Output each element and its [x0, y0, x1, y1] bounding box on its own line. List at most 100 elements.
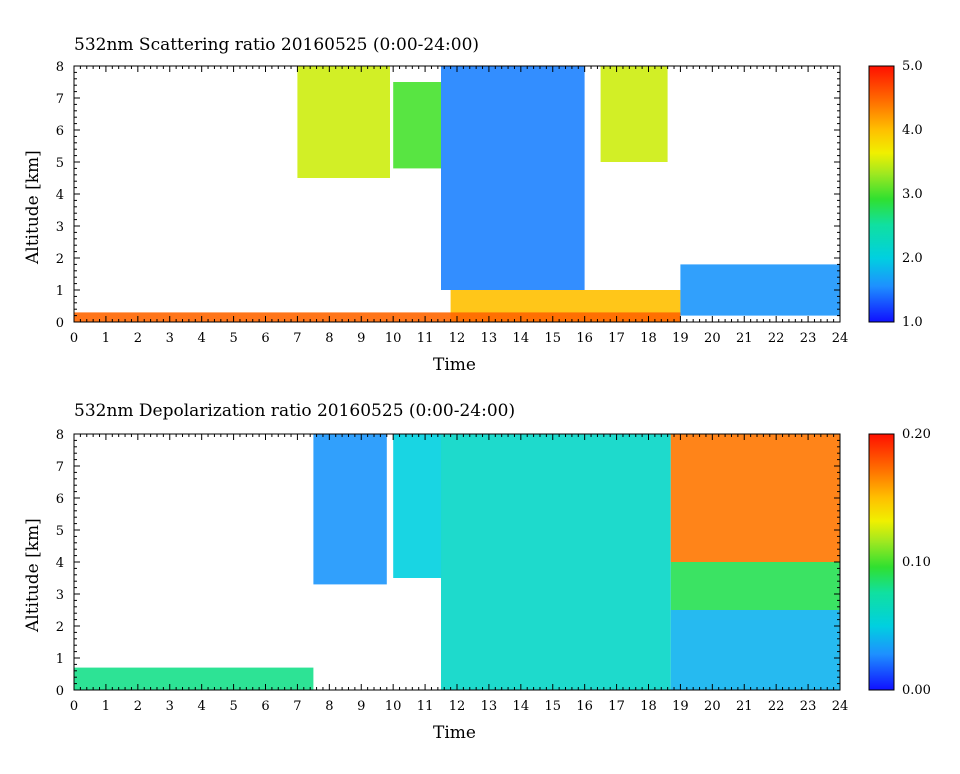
- panel1-ytick-label-6: 6: [56, 124, 64, 139]
- panel2-xtick-label-13: 13: [481, 699, 498, 714]
- panel2-feature-6: [670, 610, 840, 690]
- panel1-xtick-label-7: 7: [293, 331, 301, 346]
- panel2-xtick-label-16: 16: [576, 699, 593, 714]
- panel2-ylabel: Altitude [km]: [23, 518, 43, 633]
- panel1-xtick-label-14: 14: [513, 331, 530, 346]
- panel2-xtick-label-2: 2: [134, 699, 142, 714]
- panel2-title: 532nm Depolarization ratio 20160525 (0:0…: [74, 401, 515, 421]
- panel2-feature-2: [393, 434, 442, 578]
- panel2-feature-7: [74, 667, 314, 690]
- panel2-ytick-label-4: 4: [56, 556, 64, 571]
- panel2-xtick-label-3: 3: [166, 699, 174, 714]
- panel2-xlabel: Time: [433, 723, 476, 743]
- panel2-feature-1: [313, 434, 387, 585]
- panel1-xtick-label-20: 20: [704, 331, 721, 346]
- panel2-xtick-label-17: 17: [608, 699, 625, 714]
- panel1-feature-2: [393, 82, 442, 169]
- panel1-feature-7: [74, 312, 681, 322]
- panel2-xtick-label-14: 14: [513, 699, 530, 714]
- cb2-label-010: 0.10: [902, 555, 931, 570]
- cb1-label-3: 3.0: [902, 187, 923, 202]
- panel1-xtick-label-9: 9: [357, 331, 365, 346]
- panel1-feature-3: [441, 66, 585, 290]
- panel2-xtick-label-6: 6: [261, 699, 269, 714]
- panel2-ytick-label-7: 7: [56, 460, 64, 475]
- panel1-xtick-label-6: 6: [261, 331, 269, 346]
- panel1-xtick-label-5: 5: [229, 331, 237, 346]
- panel1-xtick-label-24: 24: [832, 331, 849, 346]
- panel2-ticks: 0 1 2 3 4 5 6 7 8 9 10 11 12 13 14 15 16 17 18 19 20 21 22 23 24…: [56, 428, 849, 714]
- panel1-colorbar-labels: 5.0 4.0 3.0 2.0 1.0: [902, 59, 923, 330]
- panel1-ytick-label-8: 8: [56, 60, 64, 75]
- panel2-xtick-label-23: 23: [800, 699, 817, 714]
- panel1-xtick-label-12: 12: [449, 331, 466, 346]
- panel2-feature-4: [670, 434, 840, 562]
- panel2-xtick-label-4: 4: [198, 699, 206, 714]
- panel2-xtick-label-15: 15: [544, 699, 561, 714]
- panel1-xtick-label-13: 13: [481, 331, 498, 346]
- panel2-xtick-label-21: 21: [736, 699, 753, 714]
- panel1-xtick-label-19: 19: [672, 331, 689, 346]
- panel2-xtick-label-7: 7: [293, 699, 301, 714]
- panel2-colorbar-labels: 0.20 0.10 0.00: [902, 427, 931, 698]
- panel2-colorbar: [868, 433, 895, 691]
- panel2-xtick-label-0: 0: [70, 699, 78, 714]
- panel2-ytick-label-8: 8: [56, 428, 64, 443]
- panel1-xtick-label-22: 22: [768, 331, 785, 346]
- panel2-xtick-label-11: 11: [417, 699, 434, 714]
- panel2-xtick-label-19: 19: [672, 699, 689, 714]
- panel2-xtick-label-24: 24: [832, 699, 849, 714]
- panel2-ytick-label-3: 3: [56, 588, 64, 603]
- panel1-xtick-label-23: 23: [800, 331, 817, 346]
- panel1-feature-6: [680, 264, 840, 316]
- panel1-colorbar: [868, 65, 895, 323]
- panel1-xlabel: Time: [433, 355, 476, 375]
- depolarization-ratio-heatmap: [74, 434, 840, 690]
- panel2-xtick-label-1: 1: [102, 699, 110, 714]
- scattering-ratio-panel: 532nm Scattering ratio 20160525 (0:00-24…: [23, 35, 923, 375]
- scattering-ratio-heatmap: [74, 66, 840, 322]
- cb1-label-2: 2.0: [902, 251, 923, 266]
- panel1-xtick-label-1: 1: [102, 331, 110, 346]
- cb1-label-1: 1.0: [902, 315, 923, 330]
- panel1-xtick-label-18: 18: [640, 331, 657, 346]
- panel1-xtick-label-15: 15: [544, 331, 561, 346]
- panel1-xtick-label-16: 16: [576, 331, 593, 346]
- panel2-ytick-label-2: 2: [56, 620, 64, 635]
- panel1-ytick-label-4: 4: [56, 188, 64, 203]
- panel1-title: 532nm Scattering ratio 20160525 (0:00-24…: [74, 35, 479, 55]
- panel2-ytick-label-6: 6: [56, 492, 64, 507]
- depolarization-ratio-panel: 532nm Depolarization ratio 20160525 (0:0…: [23, 401, 931, 743]
- panel1-ytick-label-3: 3: [56, 220, 64, 235]
- panel1-xtick-label-3: 3: [166, 331, 174, 346]
- panel1-xtick-label-2: 2: [134, 331, 142, 346]
- panel2-feature-3: [441, 434, 671, 690]
- panel2-xtick-label-22: 22: [768, 699, 785, 714]
- panel1-xtick-label-17: 17: [608, 331, 625, 346]
- panel2-xtick-label-9: 9: [357, 699, 365, 714]
- cb2-label-000: 0.00: [902, 683, 931, 698]
- panel2-xtick-label-10: 10: [385, 699, 402, 714]
- cb1-label-4: 4.0: [902, 123, 923, 138]
- panel2-feature-5: [670, 562, 840, 610]
- panel2-xtick-label-12: 12: [449, 699, 466, 714]
- panel1-xtick-label-11: 11: [417, 331, 434, 346]
- panel2-xtick-label-20: 20: [704, 699, 721, 714]
- panel1-xtick-label-8: 8: [325, 331, 333, 346]
- panel1-feature-4: [600, 66, 668, 162]
- panel1-xtick-label-10: 10: [385, 331, 402, 346]
- panel1-ticks: 0 1 2 3 4 5 6 7 8 9 10 11 12 13 14 15 16 17 18 19 20 21 22 23 24…: [56, 60, 849, 346]
- panel2-ytick-label-1: 1: [56, 652, 64, 667]
- panel1-xtick-label-4: 4: [198, 331, 206, 346]
- panel2-xtick-label-8: 8: [325, 699, 333, 714]
- panel1-ytick-label-5: 5: [56, 156, 64, 171]
- cb1-label-5: 5.0: [902, 59, 923, 74]
- cb2-label-020: 0.20: [902, 427, 931, 442]
- panel1-xtick-label-21: 21: [736, 331, 753, 346]
- panel1-xtick-label-0: 0: [70, 331, 78, 346]
- panel1-feature-1: [297, 66, 390, 178]
- panel1-ylabel: Altitude [km]: [23, 150, 43, 265]
- panel2-xtick-label-18: 18: [640, 699, 657, 714]
- panel2-ytick-label-5: 5: [56, 524, 64, 539]
